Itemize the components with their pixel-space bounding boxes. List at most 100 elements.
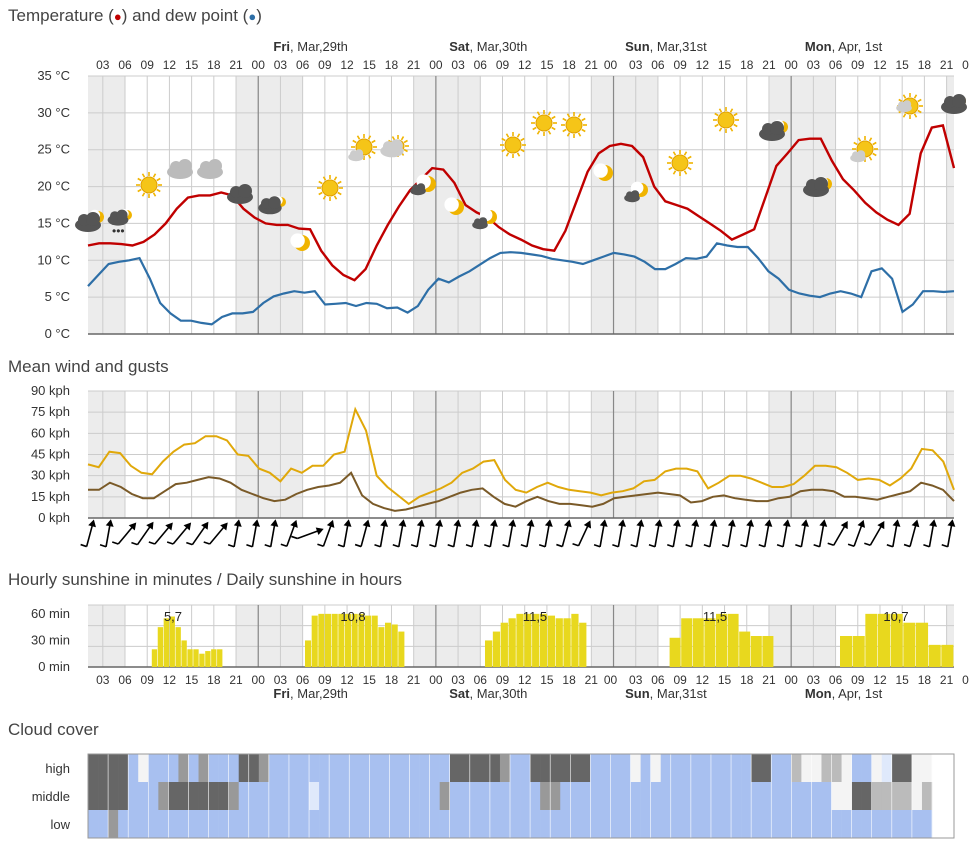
cloud-cell [761, 754, 772, 782]
cloud-cell [781, 782, 792, 810]
hour-tick: 21 [940, 673, 954, 687]
hour-tick: 18 [385, 58, 399, 72]
cloud-cell [439, 754, 451, 782]
cloud-cell [610, 754, 621, 782]
cloud-cell [911, 810, 923, 838]
sun-icon [500, 132, 526, 158]
hour-tick: 06 [651, 58, 665, 72]
cloud-cell [248, 810, 260, 838]
cloud-cell [771, 782, 782, 810]
cloud-cell [650, 782, 662, 810]
hour-tick: 21 [407, 673, 421, 687]
cloud-cell [208, 754, 219, 782]
cloud-cell [268, 754, 280, 782]
rain-cloud-icon [107, 209, 129, 226]
moon-icon [593, 163, 613, 181]
sunshine-bar [852, 636, 865, 667]
wind-y-tick: 90 kph [31, 383, 70, 398]
dark-cloud-icon [75, 212, 101, 232]
cloud-cell [278, 810, 290, 838]
cloud-cell [429, 810, 440, 838]
hour-tick: 12 [163, 673, 177, 687]
hour-tick: 00 [604, 673, 618, 687]
sunshine-bar [157, 627, 164, 667]
cloud-cell [721, 754, 732, 782]
cloud-cell [520, 754, 531, 782]
cloud-cell [861, 754, 873, 782]
cloud-cell [288, 782, 300, 810]
sunshine-bar [345, 613, 352, 667]
wind-arrow-icon [392, 519, 407, 548]
hour-tick: 18 [562, 58, 576, 72]
cloud-cell [610, 782, 621, 810]
sunshine-title: Hourly sunshine in minutes / Daily sunsh… [8, 570, 402, 589]
cloud-cell [781, 754, 792, 782]
sunshine-bar [351, 613, 358, 667]
sunshine-bar [211, 649, 217, 667]
cloud-cell [198, 810, 209, 838]
cloud-cell [670, 782, 682, 810]
sunshine-bar [492, 631, 501, 667]
temperature-title-part1: Temperature ( [8, 6, 114, 25]
sunshine-bar [163, 618, 169, 667]
wind-y-tick: 0 kph [38, 510, 70, 525]
cloud-cell [590, 754, 601, 782]
hour-tick: 06 [118, 673, 132, 687]
cloud-cell [329, 782, 340, 810]
sunshine-bar [338, 613, 345, 667]
cloud-cell [359, 810, 370, 838]
hour-tick: 00 [962, 58, 969, 72]
sunshine-bar [579, 622, 587, 667]
wind-arrow-icon [148, 522, 173, 545]
hour-tick: 15 [363, 673, 377, 687]
sunshine-bar [704, 618, 716, 667]
light-cloud-icon [197, 159, 223, 179]
moon-icon [444, 197, 464, 215]
wind-arrow-icon [203, 522, 228, 545]
cloud-cell [88, 754, 99, 782]
cloud-cell [650, 810, 662, 838]
day-label: Mon, Apr, 1st [805, 39, 883, 54]
sunshine-bar [750, 636, 762, 667]
cloud-cell [540, 754, 551, 782]
hour-tick: 15 [896, 58, 910, 72]
cloud-cell [439, 810, 451, 838]
cloud-cell [721, 782, 732, 810]
hour-tick: 15 [718, 673, 732, 687]
cloud-cell [871, 810, 883, 838]
sunshine-bar [727, 613, 739, 667]
hour-tick: 09 [141, 673, 155, 687]
wind-y-tick: 75 kph [31, 404, 70, 419]
sun-icon [561, 112, 587, 138]
wind-y-tick: 30 kph [31, 468, 70, 483]
hour-tick: 12 [873, 673, 887, 687]
hour-tick: 00 [784, 673, 798, 687]
cloud-cell [138, 782, 149, 810]
cloud-cell [811, 810, 822, 838]
cloud-cell [911, 782, 923, 810]
day-label: Fri, Mar,29th [273, 686, 347, 701]
wind-arrow-icon [758, 519, 773, 548]
sunshine-bar [311, 615, 318, 667]
sunshine-bar [199, 653, 205, 667]
bottom-day-axis: Fri, Mar,29th Sat, Mar,30th Sun, Mar,31st M… [273, 686, 882, 701]
sunshine-bar [762, 636, 774, 667]
cloud-row-label: high [45, 761, 70, 776]
wind-arrow-icon [572, 520, 592, 547]
hour-tick: 03 [451, 673, 465, 687]
cloud-cell [791, 782, 802, 810]
cloud-cell [690, 810, 702, 838]
hour-tick: 06 [296, 58, 310, 72]
cloud-cell [660, 782, 672, 810]
cloud-cell [329, 754, 340, 782]
cloud-cell [731, 782, 742, 810]
cloud-cell [550, 810, 561, 838]
cloud-cell [851, 754, 862, 782]
cloud-cell [148, 782, 159, 810]
hour-tick: 12 [696, 58, 710, 72]
sunshine-bar [378, 627, 385, 667]
cloud-cell [630, 754, 641, 782]
cloud-cell [218, 782, 229, 810]
hour-tick: 03 [96, 58, 110, 72]
cloud-cell [580, 754, 591, 782]
